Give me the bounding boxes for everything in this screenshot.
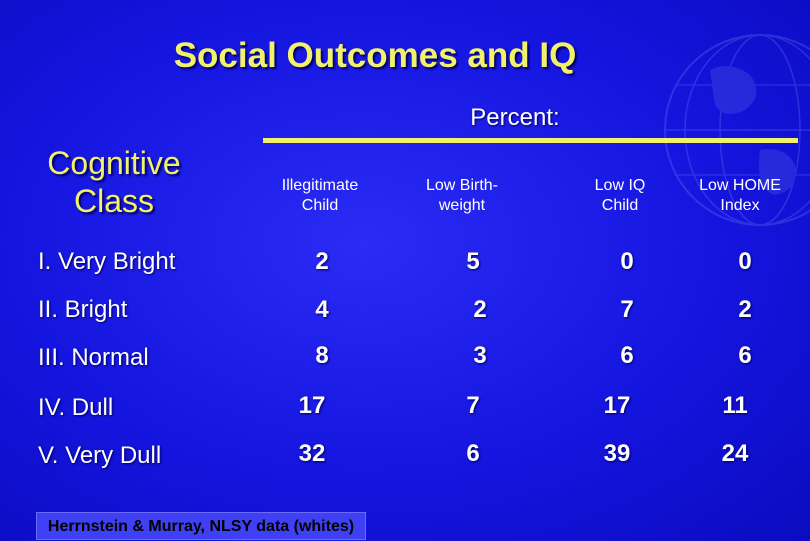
column-header-line2: Index	[720, 197, 760, 214]
column-header-low-home-index: Low HOME Index	[680, 176, 800, 216]
column-header-line2: Child	[601, 197, 639, 214]
globe-graphic	[664, 34, 810, 226]
column-header-low-iq-child: Low IQ Child	[560, 176, 680, 216]
row-label-normal: III. Normal	[38, 344, 149, 371]
cell-very-bright-low-birthweight: 5	[466, 248, 480, 275]
column-header-line1: Low IQ	[594, 177, 646, 194]
cell-dull-low-birthweight: 7	[466, 392, 480, 419]
percent-label: Percent:	[470, 104, 560, 131]
row-header: Cognitive Class	[30, 144, 198, 220]
cell-normal-low-iq: 6	[620, 342, 634, 369]
source-note: Herrnstein & Murray, NLSY data (whites)	[36, 512, 366, 540]
cell-very-bright-illegitimate: 2	[315, 248, 329, 275]
row-header-line1: Cognitive	[47, 145, 181, 181]
cell-very-bright-low-home: 0	[738, 248, 752, 275]
cell-normal-illegitimate: 8	[315, 342, 329, 369]
cell-very-dull-illegitimate: 32	[298, 440, 326, 467]
header-rule	[263, 138, 798, 143]
cell-bright-illegitimate: 4	[315, 296, 329, 323]
cell-bright-low-birthweight: 2	[473, 296, 487, 323]
row-label-very-dull: V. Very Dull	[38, 442, 162, 469]
slide-title: Social Outcomes and IQ	[173, 36, 577, 75]
cell-very-bright-low-iq: 0	[620, 248, 634, 275]
cell-bright-low-home: 2	[738, 296, 752, 323]
column-header-illegitimate: Illegitimate Child	[260, 176, 380, 216]
cell-dull-illegitimate: 17	[298, 392, 326, 419]
cell-very-dull-low-home: 24	[721, 440, 749, 467]
column-header-line1: Illegitimate	[281, 177, 359, 194]
column-header-line2: weight	[438, 197, 486, 214]
cell-normal-low-birthweight: 3	[473, 342, 487, 369]
column-header-low-birthweight: Low Birth- weight	[402, 176, 522, 216]
row-label-very-bright: I. Very Bright	[38, 248, 176, 275]
column-header-line1: Low HOME	[699, 177, 781, 194]
cell-bright-low-iq: 7	[620, 296, 634, 323]
column-header-line2: Child	[301, 197, 339, 214]
column-header-line1: Low Birth-	[425, 177, 499, 194]
row-label-bright: II. Bright	[38, 296, 128, 323]
cell-dull-low-home: 11	[722, 392, 748, 419]
row-label-dull: IV. Dull	[38, 394, 114, 421]
row-header-line2: Class	[73, 183, 154, 219]
cell-very-dull-low-birthweight: 6	[466, 440, 480, 467]
cell-very-dull-low-iq: 39	[603, 440, 631, 467]
cell-dull-low-iq: 17	[603, 392, 631, 419]
cell-normal-low-home: 6	[738, 342, 752, 369]
